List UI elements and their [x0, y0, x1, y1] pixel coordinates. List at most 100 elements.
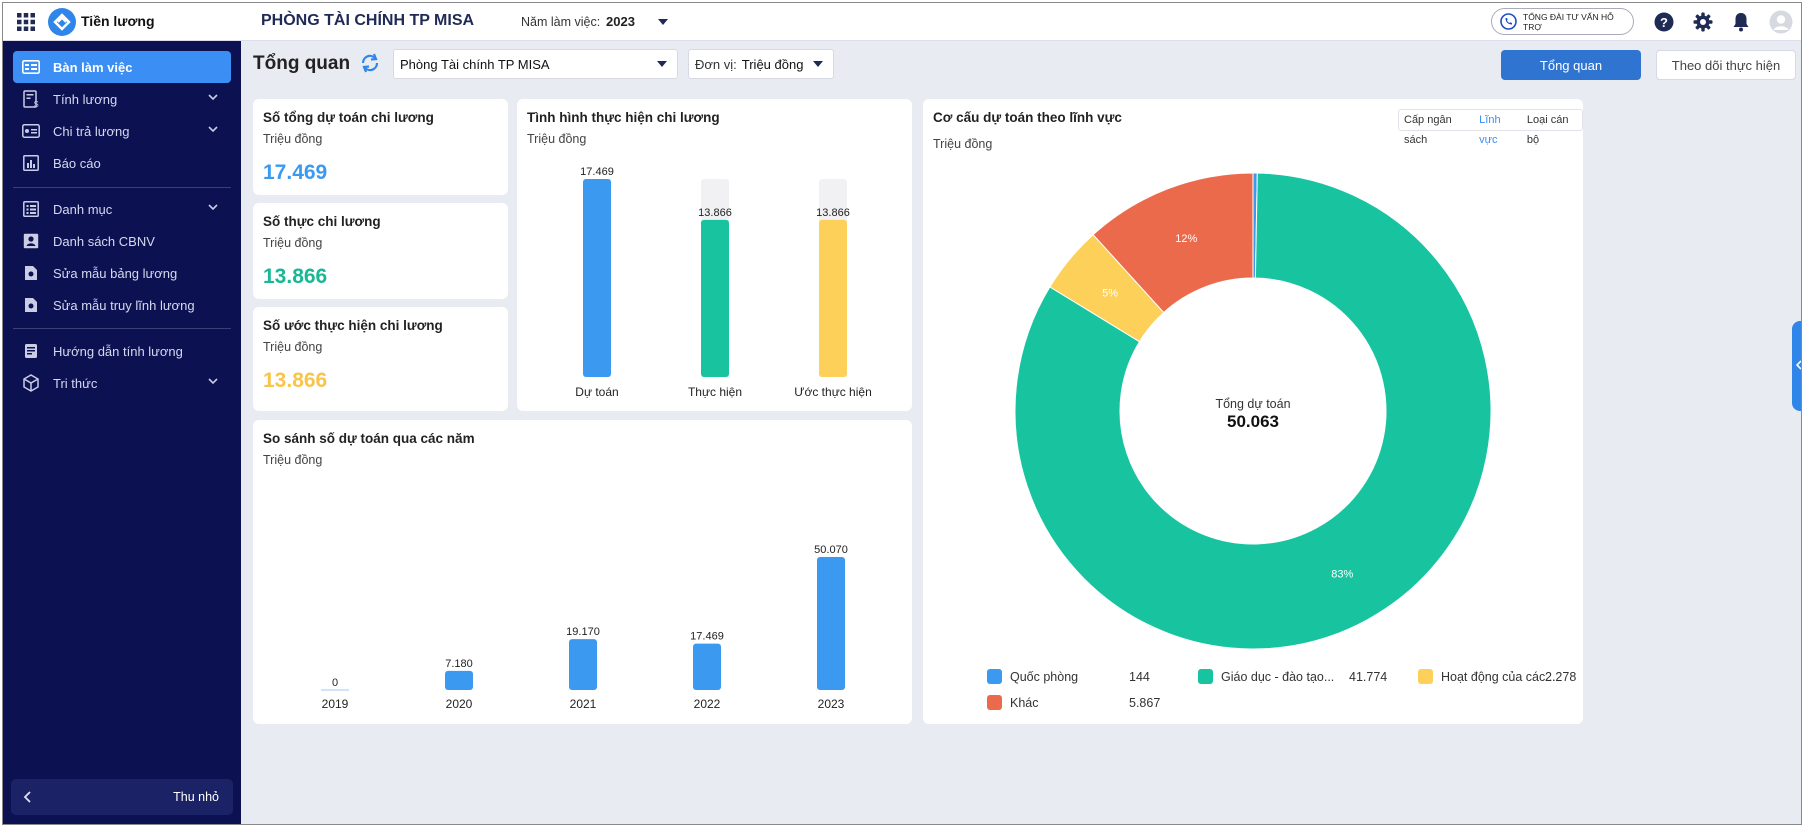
category-label: 2020	[446, 697, 473, 711]
guide-icon	[21, 341, 41, 361]
stat-title: Số ước thực hiện chi lương	[263, 318, 443, 333]
bar	[701, 219, 729, 377]
category-label: 2021	[570, 697, 597, 711]
sidebar-item-edit-arrears-template[interactable]: Sửa mẫu truy lĩnh lương	[13, 289, 231, 321]
stat-unit: Triệu đồng	[263, 340, 323, 354]
chevron-down-icon	[207, 91, 219, 106]
tab-track-label: Theo dõi thực hiện	[1671, 57, 1781, 73]
support-hotline-button[interactable]: TỔNG ĐÀI TƯ VẤN HỖ TRỢ	[1491, 8, 1634, 35]
chevron-down-icon	[207, 375, 219, 390]
legend-item-other[interactable]: Khác	[987, 695, 1039, 710]
refresh-icon[interactable]	[359, 52, 381, 74]
stat-card-actual-spend: Số thực chi lương Triệu đồng 13.866	[253, 203, 508, 299]
bar	[817, 557, 845, 690]
help-icon[interactable]: ?	[1654, 12, 1674, 32]
legend-swatch	[1418, 669, 1433, 684]
year-dropdown-caret-icon[interactable]	[658, 19, 668, 25]
donut-chart-card: Cơ cấu dự toán theo lĩnh vực Triệu đồng …	[923, 99, 1583, 724]
dropdown-caret-icon	[657, 61, 667, 67]
donut-slice	[1014, 172, 1492, 650]
sidebar-item-guide[interactable]: Hướng dẫn tính lương	[13, 335, 231, 367]
bar-value-label: 19.170	[566, 626, 600, 638]
bar-value-label: 50.070	[814, 544, 848, 556]
support-label: TỔNG ĐÀI TƯ VẤN HỖ TRỢ	[1523, 11, 1614, 32]
stat-card-total-budget: Số tổng dự toán chi lương Triệu đồng 17.…	[253, 99, 508, 195]
filter-staff-type[interactable]: Loại cán bộ	[1526, 114, 1569, 146]
legend-item-education[interactable]: Giáo dục - đào tạo...	[1198, 669, 1334, 684]
stat-unit: Triệu đồng	[263, 132, 323, 146]
legend-item-activities[interactable]: Hoạt động của các...	[1418, 669, 1556, 684]
bar	[445, 670, 473, 690]
sidebar-item-knowledge[interactable]: Tri thức	[13, 367, 231, 399]
category-label: 2023	[818, 697, 845, 711]
dropdown-caret-icon	[813, 61, 823, 67]
chevron-left-icon	[21, 790, 35, 807]
sidebar-item-label: Tính lương	[53, 91, 118, 107]
structure-filter-segment: Cấp ngân sách Lĩnh vực Loại cán bộ	[1398, 109, 1583, 146]
category-label: 2019	[322, 697, 349, 711]
filter-budget-level[interactable]: Cấp ngân sách	[1404, 114, 1452, 146]
chart-title: Cơ cấu dự toán theo lĩnh vực	[933, 110, 1122, 125]
unit-select[interactable]: Đơn vị: Triệu đồng	[688, 49, 834, 79]
chart-title: Tình hình thực hiện chi lương	[527, 110, 720, 125]
main-content: Tổng quan Phòng Tài chính TP MISA Đơn vị…	[241, 41, 1801, 824]
report-icon	[21, 153, 41, 173]
settings-gear-icon[interactable]	[1693, 12, 1713, 32]
donut-slice	[1092, 172, 1254, 314]
sidebar-item-payment[interactable]: Chi trả lương	[13, 115, 231, 147]
collapse-sidebar-button[interactable]: Thu nhỏ	[11, 779, 233, 815]
catalog-icon	[21, 199, 41, 219]
sidebar-item-label: Hướng dẫn tính lương	[53, 343, 183, 359]
stat-title: Số thực chi lương	[263, 214, 381, 229]
category-label: Dự toán	[575, 385, 618, 399]
sidebar-item-workspace[interactable]: Bàn làm việc	[13, 51, 231, 83]
knowledge-icon	[21, 373, 41, 393]
collapse-label: Thu nhỏ	[173, 790, 219, 804]
legend-item-defense[interactable]: Quốc phòng	[987, 669, 1078, 684]
org-select-value: Phòng Tài chính TP MISA	[400, 56, 550, 72]
misa-logo-icon	[47, 7, 77, 37]
bar	[569, 639, 597, 690]
stat-value: 17.469	[263, 161, 328, 184]
donut-center-label: Tổng dự toán	[1215, 397, 1291, 411]
sidebar-item-report[interactable]: Báo cáo	[13, 147, 231, 179]
sidebar-item-label: Tri thức	[53, 375, 98, 391]
edit-template-icon	[21, 295, 41, 315]
legend-label: Khác	[1010, 695, 1039, 710]
org-select[interactable]: Phòng Tài chính TP MISA	[393, 49, 678, 79]
chevron-left-icon	[1794, 359, 1801, 374]
chart-unit: Triệu đồng	[263, 453, 323, 467]
stat-value: 13.866	[263, 265, 328, 288]
user-avatar[interactable]	[1769, 10, 1793, 34]
filter-field[interactable]: Lĩnh vực	[1479, 114, 1501, 146]
sidebar-item-edit-salary-template[interactable]: Sửa mẫu bảng lương	[13, 257, 231, 289]
sidebar-item-employees[interactable]: Danh sách CBNV	[13, 225, 231, 257]
legend-label: Quốc phòng	[1010, 669, 1079, 684]
app-grid-icon[interactable]	[17, 13, 35, 31]
svg-text:?: ?	[1660, 15, 1668, 30]
unit-select-value: Triệu đồng	[741, 56, 804, 72]
sidebar-item-salary-calc[interactable]: $ Tính lương	[13, 83, 231, 115]
sidebar-item-catalog[interactable]: Danh mục	[13, 193, 231, 225]
salary-calc-icon: $	[21, 89, 41, 109]
tab-track-button[interactable]: Theo dõi thực hiện	[1656, 50, 1796, 80]
sidebar-item-label: Báo cáo	[53, 155, 101, 171]
stat-unit: Triệu đồng	[263, 236, 323, 250]
employee-icon	[21, 231, 41, 251]
edit-template-icon	[21, 263, 41, 283]
category-label: Ước thực hiện	[794, 385, 872, 399]
bar-value-label: 13.866	[816, 207, 850, 219]
bar-value-label: 0	[332, 677, 338, 689]
right-panel-toggle[interactable]	[1792, 321, 1801, 411]
tab-overview-button[interactable]: Tổng quan	[1501, 50, 1641, 80]
legend-label: Giáo dục - đào tạo...	[1221, 669, 1335, 684]
legend-label: Hoạt động của các...	[1441, 669, 1556, 684]
top-header: Tiền lương PHÒNG TÀI CHÍNH TP MISA Năm l…	[3, 3, 1801, 41]
year-value[interactable]: 2023	[606, 14, 635, 29]
legend-swatch	[987, 695, 1002, 710]
notification-bell-icon[interactable]	[1732, 12, 1750, 32]
chevron-down-icon	[207, 201, 219, 216]
yearly-chart-card: So sánh số dự toán qua các năm Triệu đồn…	[253, 420, 912, 724]
phone-icon	[1500, 13, 1517, 30]
